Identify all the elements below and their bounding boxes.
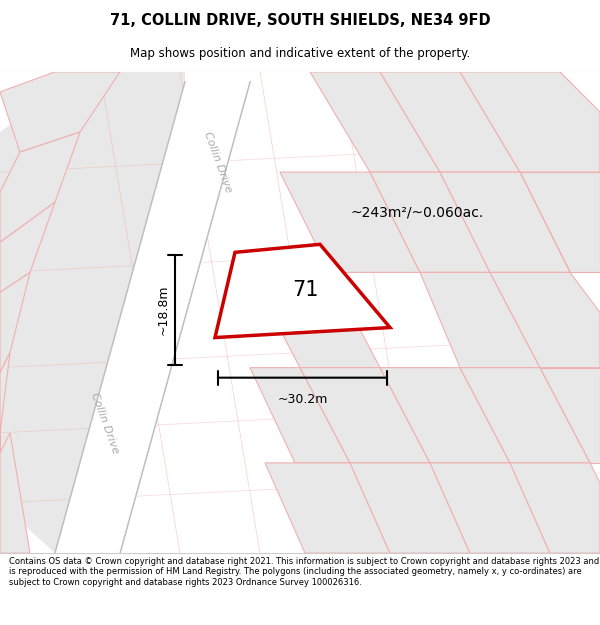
Polygon shape: [440, 172, 570, 272]
Polygon shape: [0, 272, 30, 372]
Polygon shape: [250, 272, 380, 368]
Polygon shape: [370, 172, 490, 272]
Polygon shape: [460, 72, 600, 172]
Polygon shape: [215, 244, 390, 338]
Polygon shape: [420, 272, 540, 368]
Polygon shape: [265, 463, 390, 553]
Polygon shape: [0, 72, 120, 152]
Text: Contains OS data © Crown copyright and database right 2021. This information is : Contains OS data © Crown copyright and d…: [9, 557, 599, 586]
Polygon shape: [280, 172, 420, 272]
Text: ~30.2m: ~30.2m: [277, 392, 328, 406]
Polygon shape: [540, 368, 600, 463]
Text: Collin Drive: Collin Drive: [89, 391, 121, 454]
Text: 71, COLLIN DRIVE, SOUTH SHIELDS, NE34 9FD: 71, COLLIN DRIVE, SOUTH SHIELDS, NE34 9F…: [110, 12, 490, 28]
Text: Map shows position and indicative extent of the property.: Map shows position and indicative extent…: [130, 48, 470, 61]
Polygon shape: [300, 368, 430, 463]
Polygon shape: [310, 72, 440, 172]
Polygon shape: [0, 72, 185, 553]
Polygon shape: [55, 82, 250, 553]
Text: Collin Drive: Collin Drive: [202, 130, 233, 194]
Text: ~18.8m: ~18.8m: [157, 285, 170, 335]
Polygon shape: [0, 432, 30, 553]
Polygon shape: [350, 463, 470, 553]
Polygon shape: [0, 352, 10, 453]
Polygon shape: [520, 172, 600, 272]
Polygon shape: [55, 82, 250, 553]
Polygon shape: [380, 368, 510, 463]
Polygon shape: [380, 72, 520, 172]
Polygon shape: [0, 202, 55, 292]
Polygon shape: [0, 132, 80, 242]
Polygon shape: [510, 463, 600, 553]
Polygon shape: [250, 368, 350, 463]
Polygon shape: [460, 368, 590, 463]
Text: 71: 71: [292, 281, 318, 301]
Polygon shape: [490, 272, 600, 368]
Text: ~243m²/~0.060ac.: ~243m²/~0.060ac.: [350, 205, 483, 219]
Polygon shape: [430, 463, 550, 553]
